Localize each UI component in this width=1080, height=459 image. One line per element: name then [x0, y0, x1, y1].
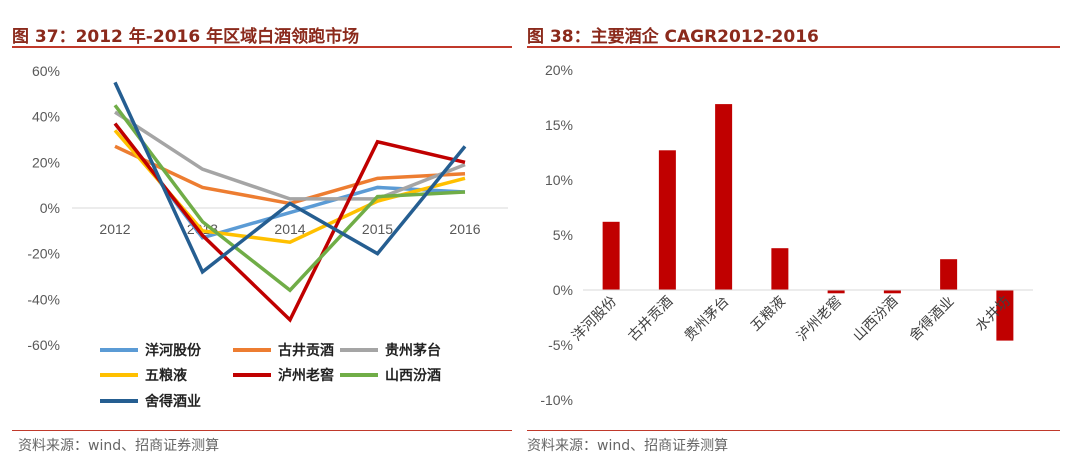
category-label: 古井贡酒	[625, 294, 676, 345]
figure-38-title: 图 38：主要酒企 CAGR2012-2016	[527, 27, 819, 47]
y-tick-label: 0%	[553, 282, 573, 298]
bar-chart: 20% 15% 10% 5% 0% -5% -10% 洋河股份 古井贡酒 贵州茅台 五粮液 泸州老窖山…	[540, 62, 1033, 408]
legend-label: 泸州老窖	[278, 367, 334, 384]
legend-label: 古井贡酒	[278, 342, 334, 359]
legend-label: 五粮液	[145, 367, 188, 384]
bar	[940, 259, 958, 290]
category-label: 泸州老窖	[793, 293, 845, 345]
source-note: 资料来源：wind、招商证券测算	[18, 438, 220, 454]
bar-chart-panel: 图 38：主要酒企 CAGR2012-2016 20% 15% 10% 5% 0% -5%…	[523, 0, 1080, 459]
category-label: 舍得酒业	[906, 293, 958, 345]
y-tick-label: 40%	[32, 109, 60, 125]
series-line	[113, 122, 466, 323]
bar	[602, 221, 620, 290]
series-line	[113, 81, 467, 275]
legend-label: 舍得酒业	[144, 393, 201, 410]
x-tick-label: 2012	[99, 221, 130, 237]
line-chart-panel: 图 37：2012 年-2016 年区域白酒领跑市场 60% 40% 20% 0% -2…	[0, 0, 520, 459]
bar	[883, 290, 901, 294]
y-tick-label: 10%	[545, 172, 573, 188]
y-tick-label: 20%	[545, 62, 573, 78]
x-tick-label: 2016	[449, 221, 480, 237]
x-tick-label: 2015	[362, 221, 393, 237]
y-tick-label: -60%	[27, 337, 60, 353]
bar	[771, 248, 789, 290]
series-line	[114, 110, 466, 201]
title-divider	[12, 46, 512, 48]
title-divider	[527, 46, 1060, 48]
footer-divider	[12, 430, 512, 431]
y-tick-label: -40%	[27, 291, 60, 307]
source-note: 资料来源：wind、招商证券测算	[527, 438, 729, 454]
bar	[658, 150, 676, 290]
category-label: 山西汾酒	[850, 294, 901, 345]
y-tick-label: 60%	[32, 63, 60, 79]
series-line	[113, 104, 466, 293]
bar	[715, 104, 733, 290]
y-tick-label: 20%	[32, 154, 60, 170]
legend-label: 贵州茅台	[385, 342, 441, 359]
y-tick-label: 15%	[545, 117, 573, 133]
category-label: 贵州茅台	[682, 294, 733, 345]
y-tick-label: -20%	[27, 246, 60, 262]
y-tick-label: -5%	[548, 337, 573, 353]
y-tick-label: 0%	[40, 200, 60, 216]
y-tick-label: 5%	[553, 227, 573, 243]
bar	[996, 290, 1014, 341]
line-chart: 60%40%20%0%-20%-40%-60%2012 2013 2014 2015 2…	[27, 63, 508, 410]
bar	[827, 290, 845, 294]
legend-label: 山西汾酒	[385, 367, 441, 384]
category-label: 五粮液	[748, 294, 789, 335]
figure-37-title: 图 37：2012 年-2016 年区域白酒领跑市场	[12, 27, 360, 47]
y-tick-label: -10%	[540, 392, 573, 408]
category-label: 洋河股份	[569, 294, 620, 345]
x-tick-label: 2014	[274, 221, 305, 237]
legend-label: 洋河股份	[145, 342, 202, 359]
footer-divider	[527, 430, 1060, 431]
